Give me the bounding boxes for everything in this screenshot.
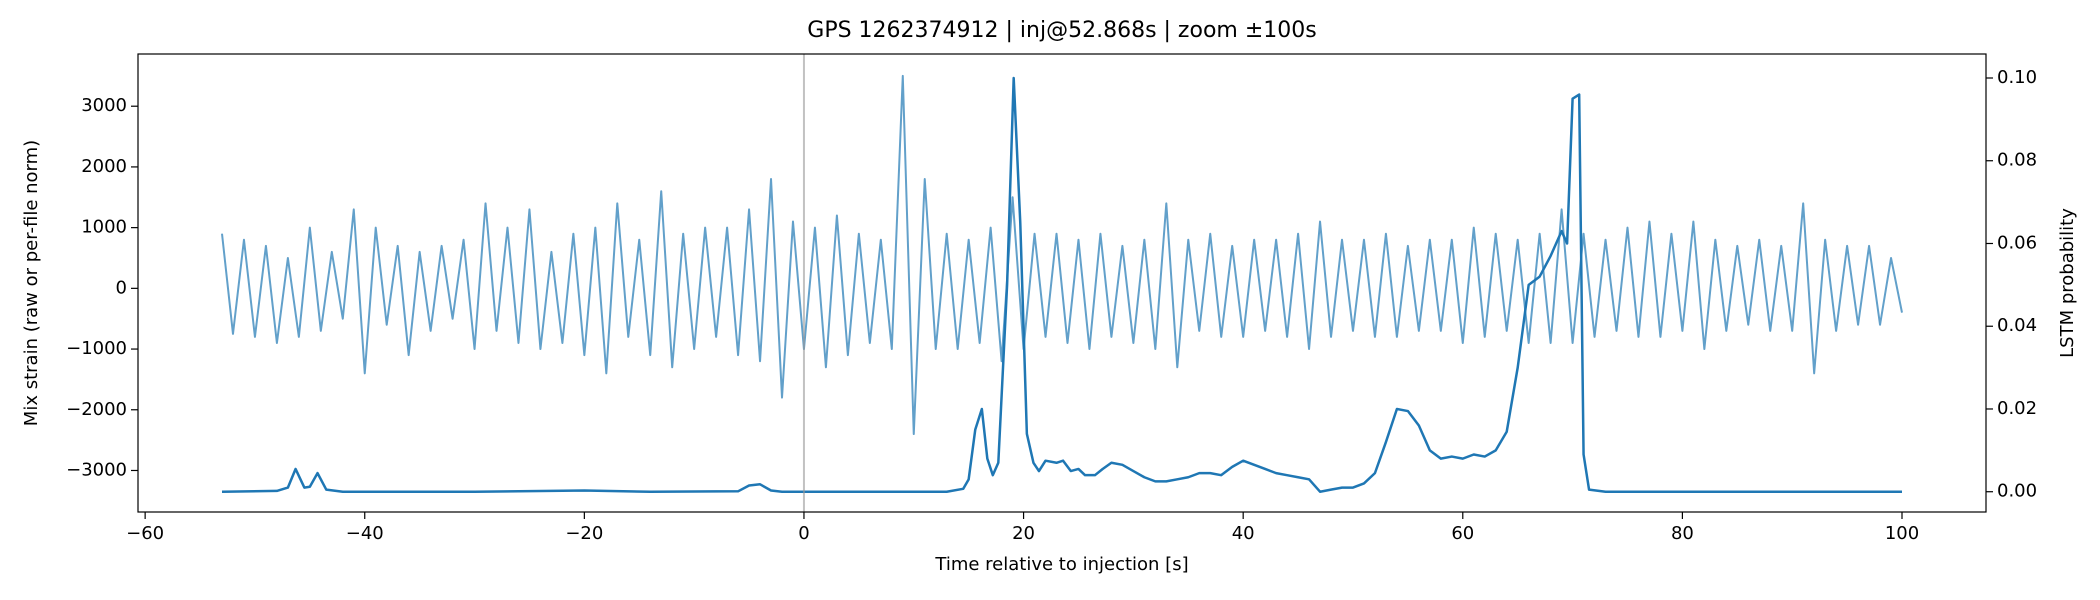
x-tick-label: 20: [1012, 523, 1035, 544]
y-tick-label: −3000: [66, 459, 127, 480]
y2-tick-label: 0.04: [1997, 315, 2037, 336]
x-tick-label: −40: [346, 523, 384, 544]
y-tick-label: 1000: [81, 217, 127, 238]
plot-frame: [137, 53, 1987, 513]
y-tick-label: 0: [116, 277, 127, 298]
y2-tick-label: 0.02: [1997, 398, 2037, 419]
x-tick-label: −60: [126, 523, 164, 544]
chart-title: GPS 1262374912 | inj@52.868s | zoom ±100…: [807, 18, 1316, 43]
x-axis-label: Time relative to injection [s]: [934, 554, 1188, 575]
y-tick-label: 3000: [81, 95, 127, 116]
x-tick-label: 100: [1885, 523, 1919, 544]
y-tick-label: −2000: [66, 399, 127, 420]
series-line: [221, 76, 1902, 493]
y-axis-label: Mix strain (raw or per-file norm): [21, 140, 42, 426]
x-tick-label: 60: [1451, 523, 1474, 544]
y-tick-label: 2000: [81, 156, 127, 177]
y2-tick-label: 0.00: [1997, 481, 2037, 502]
x-tick-label: 40: [1232, 523, 1255, 544]
y2-tick-label: 0.06: [1997, 232, 2037, 253]
x-tick-label: 80: [1671, 523, 1694, 544]
y2-tick-label: 0.10: [1997, 67, 2037, 88]
y2-tick-label: 0.08: [1997, 150, 2037, 171]
x-tick-label: 0: [798, 523, 809, 544]
y-tick-label: −1000: [66, 338, 127, 359]
series-line: [221, 74, 1903, 436]
y2-axis-label: LSTM probability: [2057, 208, 2078, 358]
x-tick-label: −20: [565, 523, 603, 544]
